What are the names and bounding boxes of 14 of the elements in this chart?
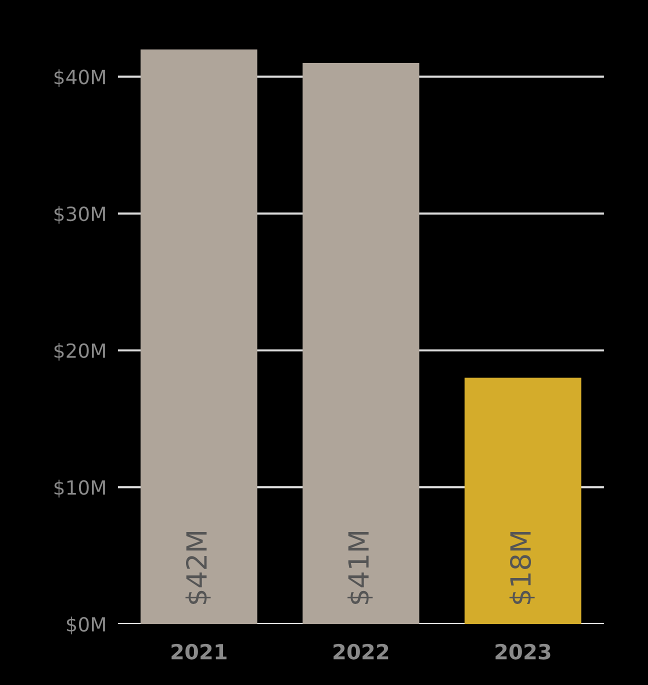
- bar: [140, 49, 258, 624]
- x-tick-label: 2021: [172, 644, 226, 660]
- y-tick-label: $0M: [66, 616, 105, 634]
- y-tick-label: $20M: [54, 342, 105, 361]
- data-label: $18M: [509, 532, 535, 604]
- y-tick-label: $40M: [54, 69, 105, 87]
- data-label: $42M: [185, 532, 211, 604]
- bar: [302, 63, 420, 624]
- y-tick-label: $10M: [54, 480, 105, 498]
- x-tick-label: 2023: [496, 644, 550, 660]
- bar: [464, 378, 582, 624]
- y-tick-label: $30M: [54, 206, 105, 224]
- x-tick-label: 2022: [334, 644, 388, 660]
- data-label: $41M: [347, 532, 373, 604]
